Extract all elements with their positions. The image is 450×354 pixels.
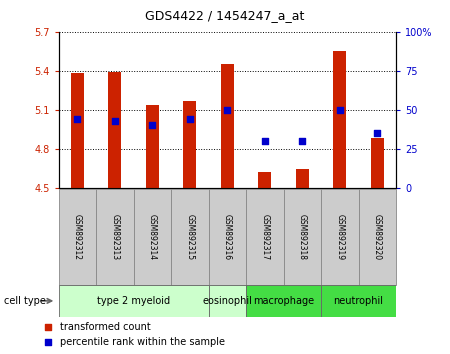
Bar bbox=[220, 64, 234, 188]
FancyBboxPatch shape bbox=[246, 285, 321, 317]
Point bbox=[148, 122, 156, 128]
Text: neutrophil: neutrophil bbox=[333, 296, 383, 306]
FancyBboxPatch shape bbox=[58, 285, 208, 317]
Text: eosinophil: eosinophil bbox=[202, 296, 252, 306]
Text: GSM892315: GSM892315 bbox=[185, 214, 194, 260]
Text: GSM892314: GSM892314 bbox=[148, 214, 157, 260]
Point bbox=[111, 118, 118, 124]
FancyBboxPatch shape bbox=[284, 189, 321, 285]
Text: transformed count: transformed count bbox=[60, 321, 151, 332]
Bar bbox=[183, 101, 196, 188]
Point bbox=[45, 324, 52, 329]
Point bbox=[45, 340, 52, 346]
Bar bbox=[258, 172, 271, 188]
FancyBboxPatch shape bbox=[96, 189, 134, 285]
Point bbox=[186, 116, 194, 122]
Text: cell type: cell type bbox=[4, 296, 46, 306]
FancyBboxPatch shape bbox=[208, 285, 246, 317]
Bar bbox=[333, 51, 346, 188]
Text: GSM892319: GSM892319 bbox=[335, 214, 344, 260]
Text: GSM892313: GSM892313 bbox=[110, 214, 119, 260]
Bar bbox=[71, 73, 84, 188]
Bar bbox=[108, 72, 122, 188]
FancyBboxPatch shape bbox=[246, 189, 284, 285]
FancyBboxPatch shape bbox=[321, 189, 359, 285]
Text: GSM892312: GSM892312 bbox=[73, 214, 82, 260]
FancyBboxPatch shape bbox=[171, 189, 208, 285]
Text: percentile rank within the sample: percentile rank within the sample bbox=[60, 337, 225, 348]
Point bbox=[299, 138, 306, 144]
Bar bbox=[146, 104, 159, 188]
FancyBboxPatch shape bbox=[58, 189, 96, 285]
Text: GSM892318: GSM892318 bbox=[298, 214, 307, 260]
FancyBboxPatch shape bbox=[208, 189, 246, 285]
FancyBboxPatch shape bbox=[321, 285, 396, 317]
Point bbox=[261, 138, 268, 144]
Point bbox=[374, 130, 381, 136]
Point bbox=[74, 116, 81, 122]
Bar bbox=[296, 170, 309, 188]
Point bbox=[336, 107, 343, 113]
Text: GSM892316: GSM892316 bbox=[223, 214, 232, 260]
Bar bbox=[371, 138, 384, 188]
Text: GSM892317: GSM892317 bbox=[260, 214, 269, 260]
Point bbox=[224, 107, 231, 113]
FancyBboxPatch shape bbox=[134, 189, 171, 285]
FancyBboxPatch shape bbox=[359, 189, 396, 285]
Text: GSM892320: GSM892320 bbox=[373, 214, 382, 260]
Text: macrophage: macrophage bbox=[253, 296, 314, 306]
Text: GDS4422 / 1454247_a_at: GDS4422 / 1454247_a_at bbox=[145, 9, 305, 22]
Text: type 2 myeloid: type 2 myeloid bbox=[97, 296, 170, 306]
